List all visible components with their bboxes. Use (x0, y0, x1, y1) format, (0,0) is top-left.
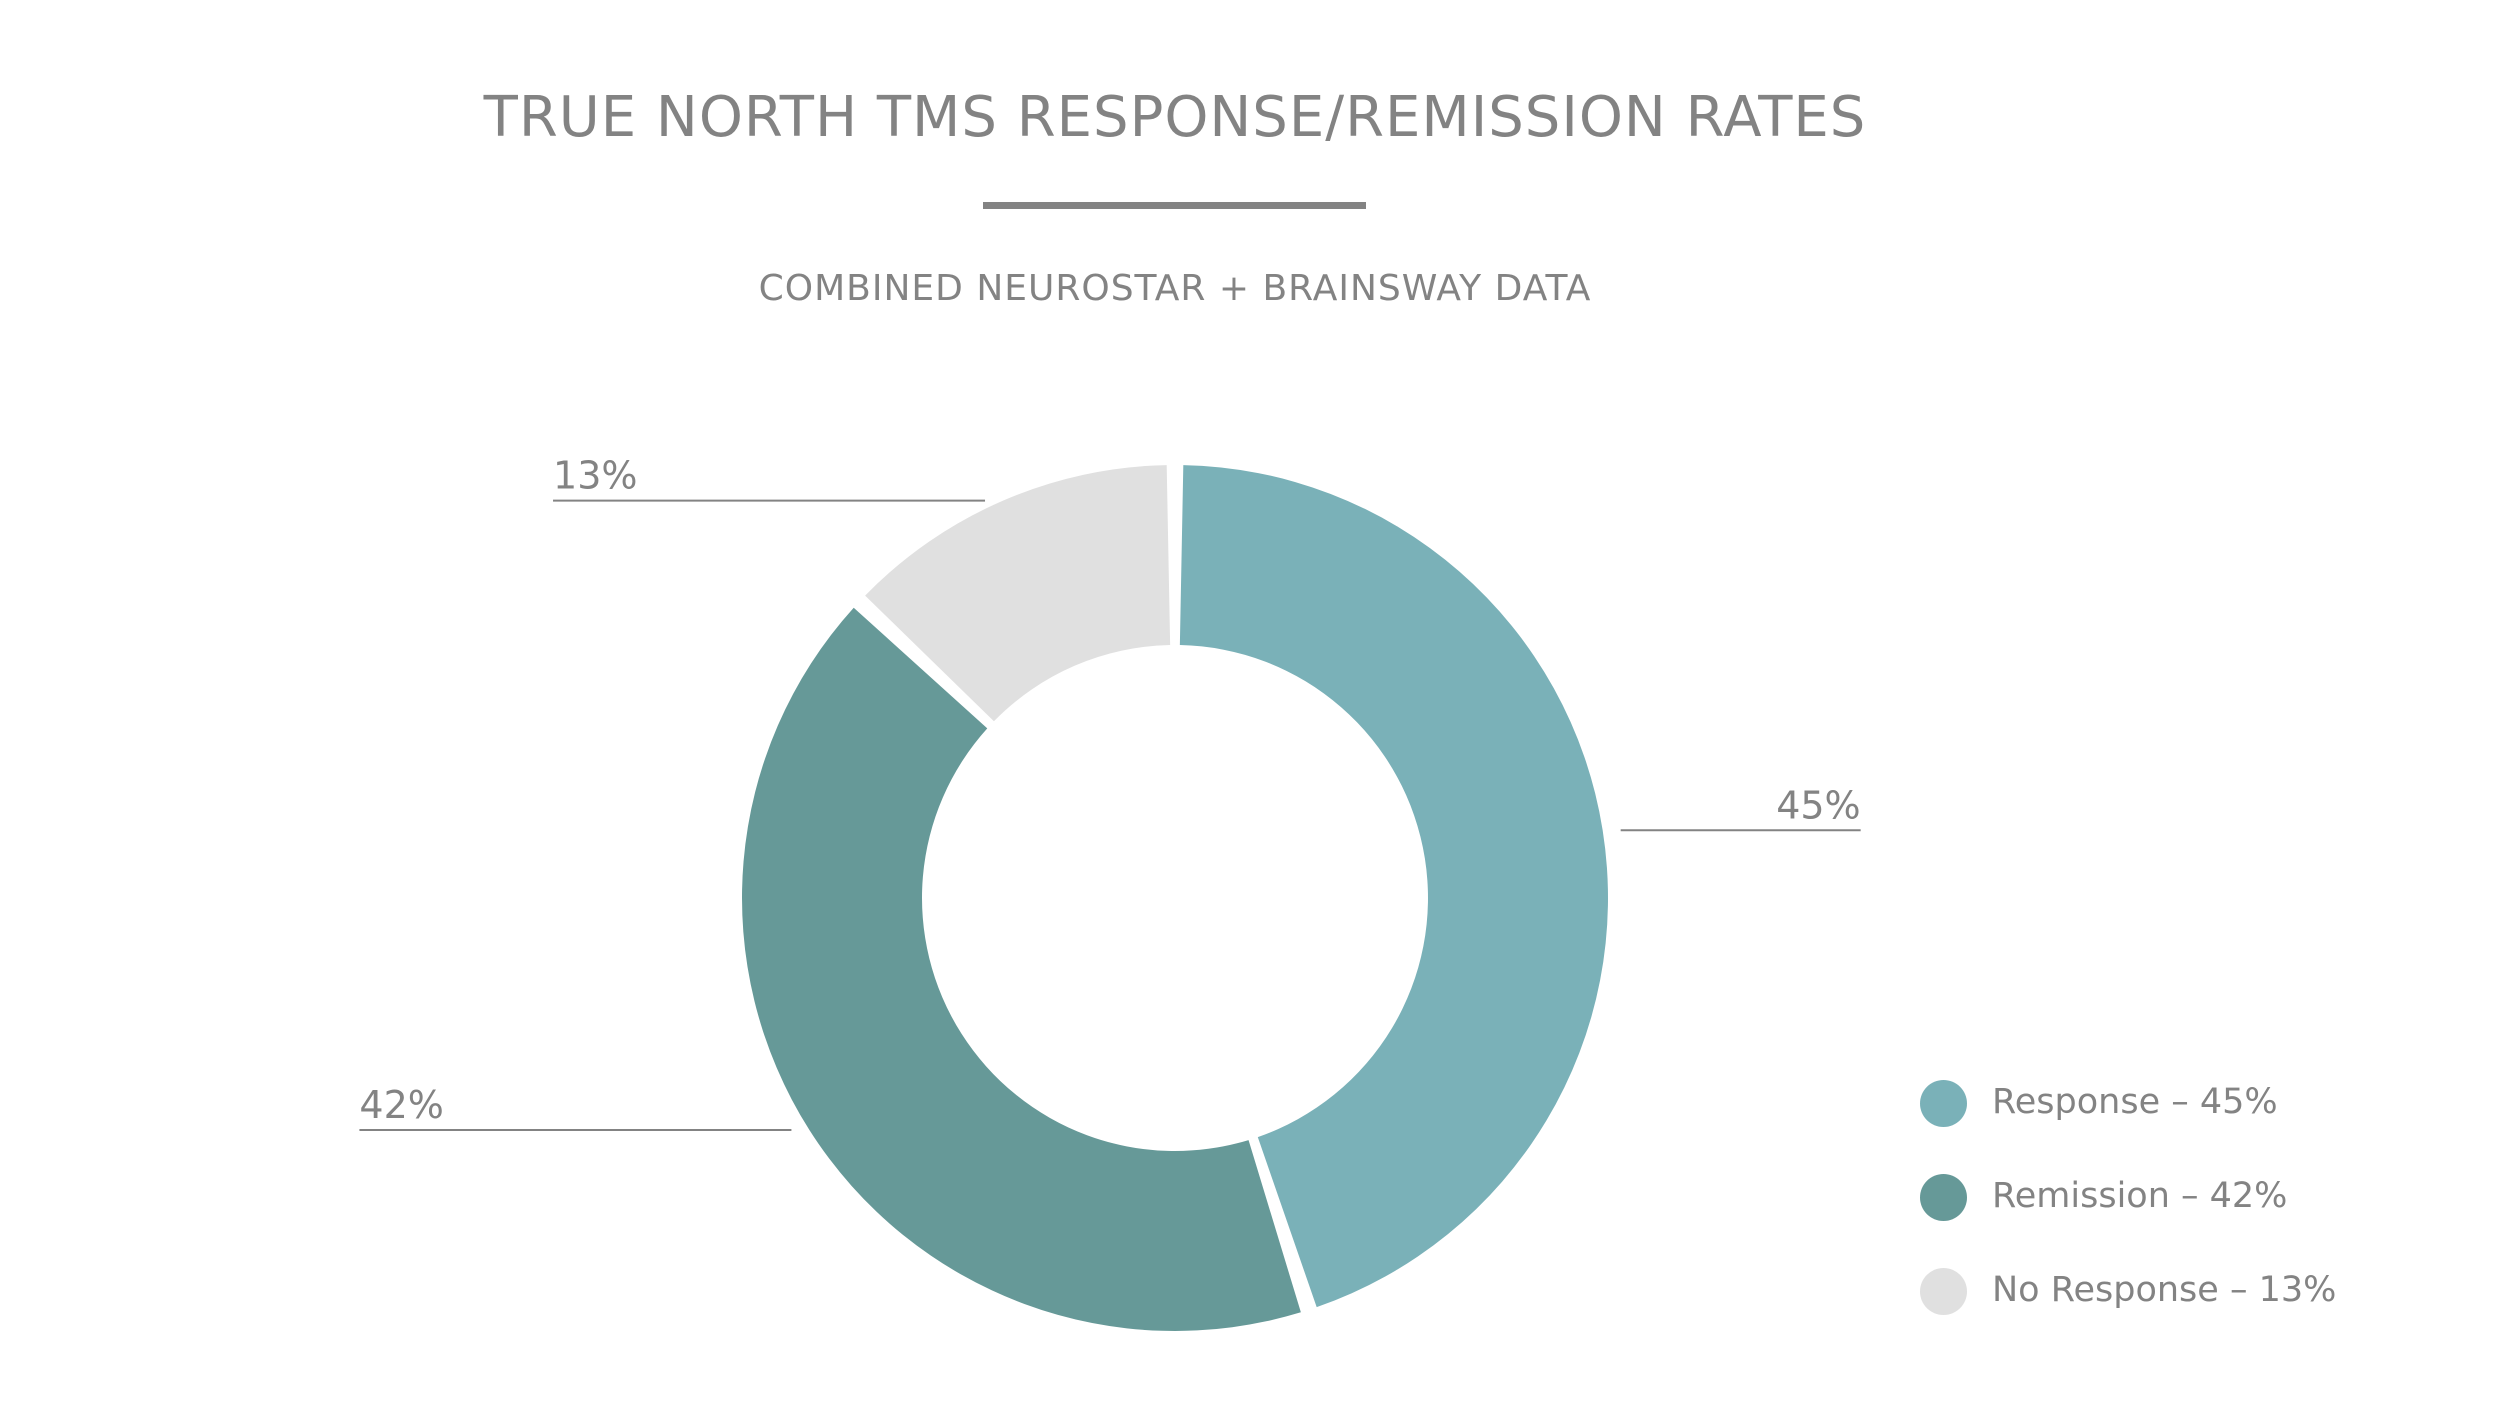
donut-slice-response (1179, 465, 1608, 1308)
legend-label-response: Response – 45% (1992, 1082, 2278, 1122)
title-divider (983, 202, 1366, 209)
legend-swatch-remission (1920, 1174, 1967, 1221)
legend-swatch-response (1920, 1080, 1967, 1127)
chart-subtitle: COMBINED NEUROSTAR + BRAINSWAY DATA (758, 268, 1592, 309)
donut-slice-remission (742, 607, 1301, 1331)
legend-swatch-no-response (1920, 1268, 1967, 1315)
legend-label-no-response: No Response – 13% (1992, 1270, 2337, 1310)
data-label-response: 45% (1776, 783, 1860, 827)
chart-title: TRUE NORTH TMS RESPONSE/REMISSION RATES (483, 85, 1867, 150)
donut-slice-no-response (865, 465, 1171, 722)
legend-label-remission: Remission – 42% (1992, 1176, 2288, 1216)
data-label-no-response: 13% (553, 454, 637, 498)
data-label-remission: 42% (359, 1083, 443, 1127)
